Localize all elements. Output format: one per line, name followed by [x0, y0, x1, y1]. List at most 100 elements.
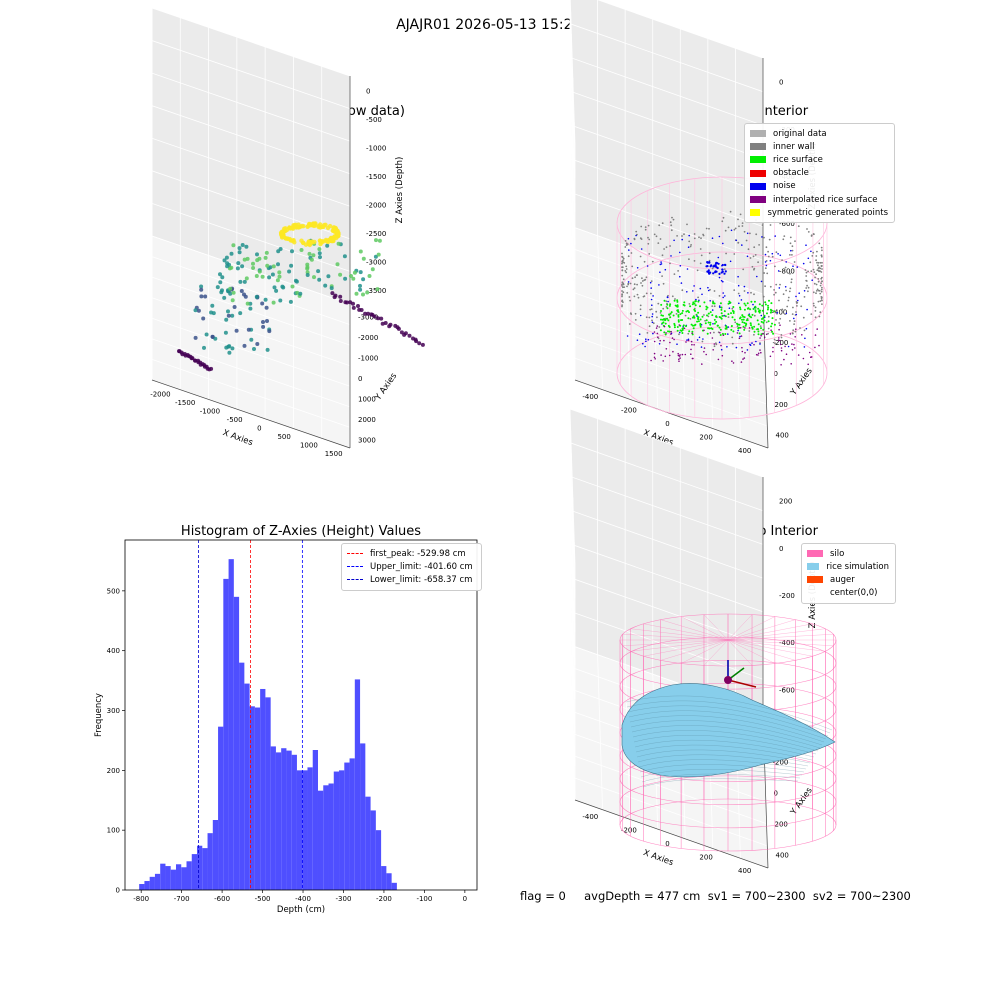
rice-surface-point: [709, 323, 712, 326]
inner-wall-point: [790, 278, 793, 281]
noise-point: [636, 267, 639, 269]
silo-strut: [643, 623, 729, 641]
noise-point: [723, 315, 725, 317]
scatter-point: [242, 279, 247, 284]
inner-wall-point: [662, 307, 665, 310]
inner-wall-point: [621, 295, 623, 298]
inner-wall-point: [627, 282, 630, 285]
inner-wall-point: [648, 316, 651, 319]
scatter-point: [309, 257, 314, 262]
grid-line: [569, 0, 764, 145]
surface-mesh-line: [634, 740, 815, 758]
scatter-point: [307, 223, 313, 228]
x-tick-label: 0: [665, 840, 669, 848]
noise-point: [760, 314, 763, 317]
scatter-point: [261, 324, 266, 329]
rice-surface-point: [719, 328, 722, 331]
inner-wall-point: [689, 318, 692, 320]
interpolated-point: [690, 353, 692, 356]
rice-surface-point: [703, 301, 706, 304]
rice-surface-point: [668, 326, 671, 328]
inner-wall-point: [626, 292, 629, 294]
scatter-point: [312, 239, 317, 245]
inner-wall-point: [641, 280, 644, 282]
inner-wall-point: [621, 300, 623, 303]
silo-strut: [660, 619, 729, 641]
noise-point: [763, 316, 766, 319]
inner-wall-point: [678, 333, 680, 336]
x-tick-label: -500: [227, 416, 243, 424]
noise-point: [741, 244, 743, 246]
noise-point: [638, 333, 641, 336]
surface-mesh-line: [626, 700, 831, 734]
inner-wall-point: [818, 270, 820, 273]
inner-wall-point: [816, 261, 818, 264]
rice-surface-point: [669, 316, 672, 319]
rice-surface-point: [685, 325, 687, 328]
inner-wall-point: [663, 248, 665, 250]
scatter-point: [299, 248, 304, 252]
histogram-bar: [281, 748, 287, 890]
scatter-point: [272, 285, 277, 290]
inner-wall-point: [700, 254, 703, 257]
interpolated-point: [759, 337, 761, 339]
noise-point: [718, 235, 721, 238]
inner-wall-point: [811, 255, 814, 257]
interpolated-point: [770, 329, 772, 332]
inner-wall-point: [820, 290, 823, 293]
x-tick-label: -400: [295, 895, 311, 903]
interpolated-point: [690, 340, 693, 343]
z-tick-label: -600: [779, 220, 795, 228]
noise-point: [759, 343, 761, 345]
silo-strut: [643, 639, 729, 657]
x-tick-label: 200: [699, 854, 712, 862]
scatter-point: [345, 300, 349, 305]
inner-wall-point: [639, 308, 642, 311]
noise-point: [715, 266, 718, 269]
inner-wall-point: [791, 249, 794, 252]
rice-surface-point: [742, 318, 745, 321]
inner-wall-point: [769, 285, 772, 288]
interpolated-point: [816, 328, 818, 330]
rice-surface-point: [679, 313, 682, 316]
inner-wall-point: [787, 299, 790, 302]
rice-surface-point: [680, 319, 682, 322]
y-tick-label: 300: [107, 707, 120, 715]
z-tick-label: 0: [366, 87, 370, 95]
scatter-point: [226, 309, 230, 314]
inner-wall-point: [789, 287, 792, 290]
scatter-point: [243, 294, 248, 299]
inner-wall-point: [819, 284, 822, 287]
rice-surface-point: [727, 302, 730, 305]
silo-strut: [727, 639, 813, 657]
rice-surface-point: [739, 316, 742, 319]
legend-line: [347, 553, 363, 555]
scatter-point: [263, 297, 268, 302]
noise-point: [738, 302, 740, 305]
x-tick-label: -200: [621, 406, 637, 414]
inner-wall-point: [820, 288, 823, 291]
rice-surface-point: [711, 314, 714, 317]
inner-wall-point: [821, 276, 823, 279]
histogram-bar: [323, 785, 329, 890]
interpolated-point: [668, 354, 671, 357]
inner-wall-point: [733, 289, 736, 291]
scatter-point: [351, 305, 356, 310]
inner-wall-point: [640, 225, 643, 228]
scatter-point: [420, 342, 425, 347]
inner-wall-point: [722, 216, 725, 219]
scatter-point: [278, 298, 283, 303]
legend-swatch: [750, 130, 766, 138]
y-axis-line: [762, 293, 769, 449]
noise-point: [752, 303, 754, 306]
inner-wall-point: [647, 236, 649, 239]
interpolated-point: [760, 351, 762, 354]
inner-wall-point: [696, 269, 699, 272]
rice-surface-point: [683, 301, 686, 304]
z-tick-label: 200: [779, 498, 792, 506]
inner-wall-point: [818, 242, 821, 245]
histogram-bar: [160, 863, 166, 890]
grid-line: [151, 338, 351, 408]
y-tick-label: -200: [773, 339, 789, 347]
rice-surface-point: [679, 329, 682, 332]
